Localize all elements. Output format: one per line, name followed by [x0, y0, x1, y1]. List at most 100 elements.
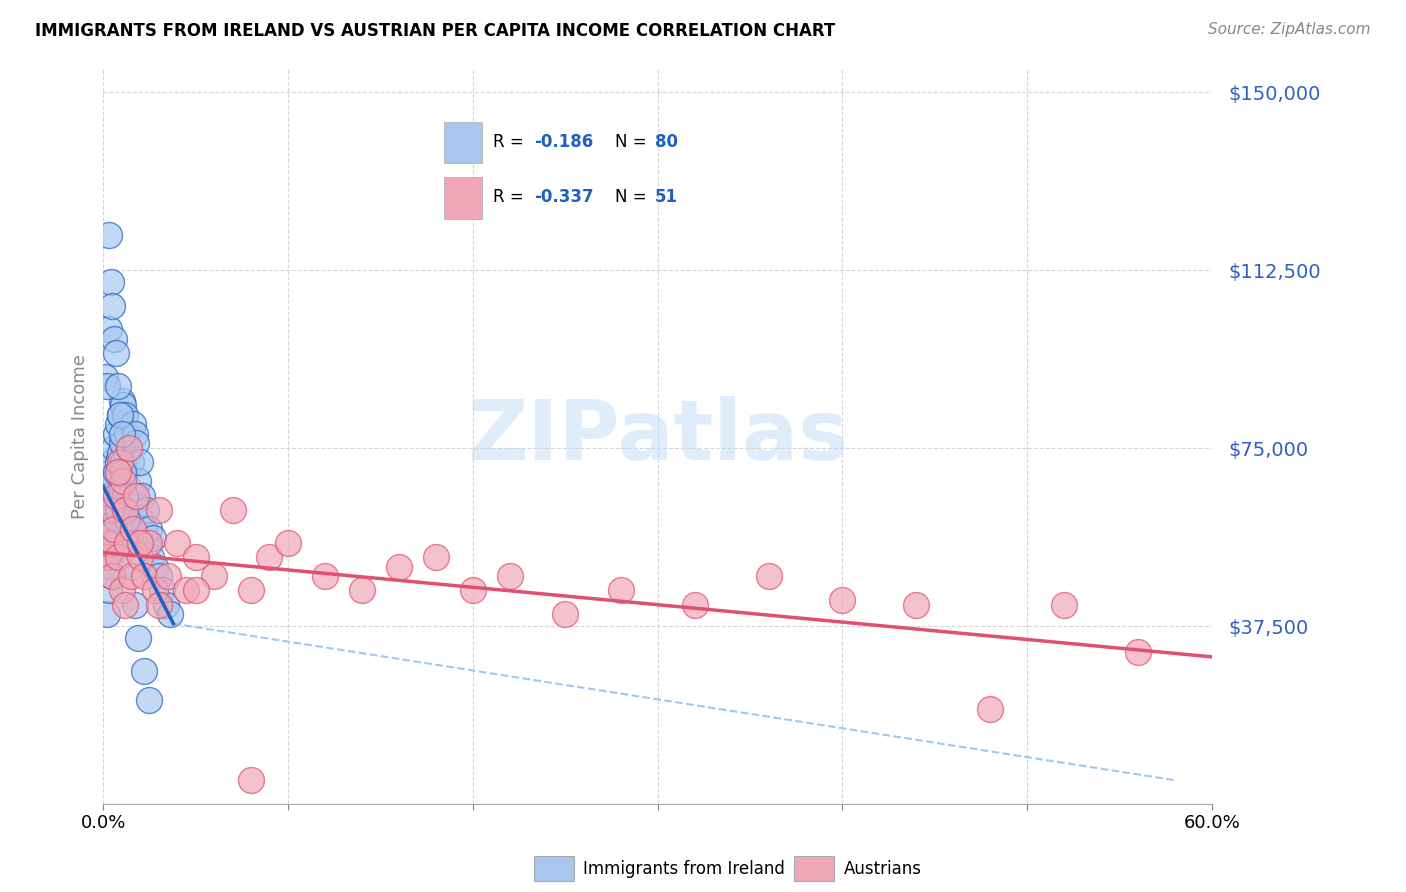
Point [107, 503, 129, 517]
Point [979, 702, 1001, 716]
Point [132, 569, 155, 583]
Point [114, 465, 136, 479]
Point [115, 512, 138, 526]
Point [125, 489, 148, 503]
Point [96, 607, 118, 622]
Point [127, 475, 149, 489]
Point [110, 483, 132, 498]
Point [141, 550, 163, 565]
Point [240, 773, 263, 788]
Point [105, 465, 128, 479]
Point [184, 583, 207, 598]
Point [97, 550, 120, 565]
Point [388, 559, 411, 574]
Point [221, 503, 243, 517]
Point [159, 607, 181, 622]
Point [108, 446, 131, 460]
Point [115, 536, 138, 550]
Point [121, 489, 143, 503]
Point [118, 489, 141, 503]
Point [112, 475, 135, 489]
Point [148, 569, 170, 583]
Point [114, 489, 136, 503]
Y-axis label: Per Capita Income: Per Capita Income [72, 354, 89, 518]
Point [125, 498, 148, 512]
Point [609, 583, 631, 598]
Point [97, 227, 120, 242]
Point [120, 569, 142, 583]
Point [120, 559, 142, 574]
Point [105, 426, 128, 441]
Point [105, 346, 128, 360]
Point [115, 479, 138, 493]
Point [100, 503, 122, 517]
Point [129, 536, 152, 550]
Point [259, 550, 281, 565]
Point [103, 522, 125, 536]
Point [118, 441, 141, 455]
Point [683, 598, 706, 612]
Point [127, 631, 149, 645]
Point [499, 569, 522, 583]
Point [108, 493, 131, 508]
Point [554, 607, 576, 622]
Point [96, 379, 118, 393]
Text: ZIPatlas: ZIPatlas [467, 396, 848, 476]
Point [831, 593, 853, 607]
Point [240, 583, 263, 598]
Point [155, 598, 177, 612]
Point [129, 455, 152, 469]
Point [142, 531, 165, 545]
Point [103, 475, 125, 489]
Point [125, 436, 148, 450]
Point [114, 598, 136, 612]
Point [110, 583, 132, 598]
Point [100, 275, 122, 289]
Point [184, 550, 207, 565]
Point [96, 550, 118, 565]
Point [121, 522, 143, 536]
Point [138, 692, 160, 706]
Point [112, 465, 135, 479]
Point [138, 522, 160, 536]
Point [94, 536, 117, 550]
Point [166, 536, 188, 550]
Point [94, 370, 117, 384]
Point [103, 332, 125, 346]
Point [314, 569, 336, 583]
Point [176, 583, 198, 598]
Point [112, 398, 135, 412]
Point [758, 569, 780, 583]
Point [107, 417, 129, 432]
Point [129, 512, 152, 526]
Point [120, 503, 142, 517]
Point [105, 489, 128, 503]
Text: Source: ZipAtlas.com: Source: ZipAtlas.com [1208, 22, 1371, 37]
Point [97, 583, 120, 598]
Point [101, 569, 124, 583]
Point [114, 408, 136, 422]
Point [129, 550, 152, 565]
Point [103, 536, 125, 550]
Point [148, 503, 170, 517]
Point [350, 583, 373, 598]
Point [110, 393, 132, 408]
Point [101, 455, 124, 469]
Point [118, 441, 141, 455]
Point [110, 436, 132, 450]
Point [1128, 645, 1150, 659]
Point [135, 503, 157, 517]
Point [143, 559, 166, 574]
Point [143, 583, 166, 598]
Point [136, 536, 159, 550]
Point [132, 522, 155, 536]
Point [103, 441, 125, 455]
Point [108, 408, 131, 422]
Point [108, 455, 131, 469]
Point [96, 559, 118, 574]
Point [124, 598, 146, 612]
Point [121, 417, 143, 432]
Point [108, 408, 131, 422]
Point [461, 583, 484, 598]
Text: IMMIGRANTS FROM IRELAND VS AUSTRIAN PER CAPITA INCOME CORRELATION CHART: IMMIGRANTS FROM IRELAND VS AUSTRIAN PER … [35, 22, 835, 40]
